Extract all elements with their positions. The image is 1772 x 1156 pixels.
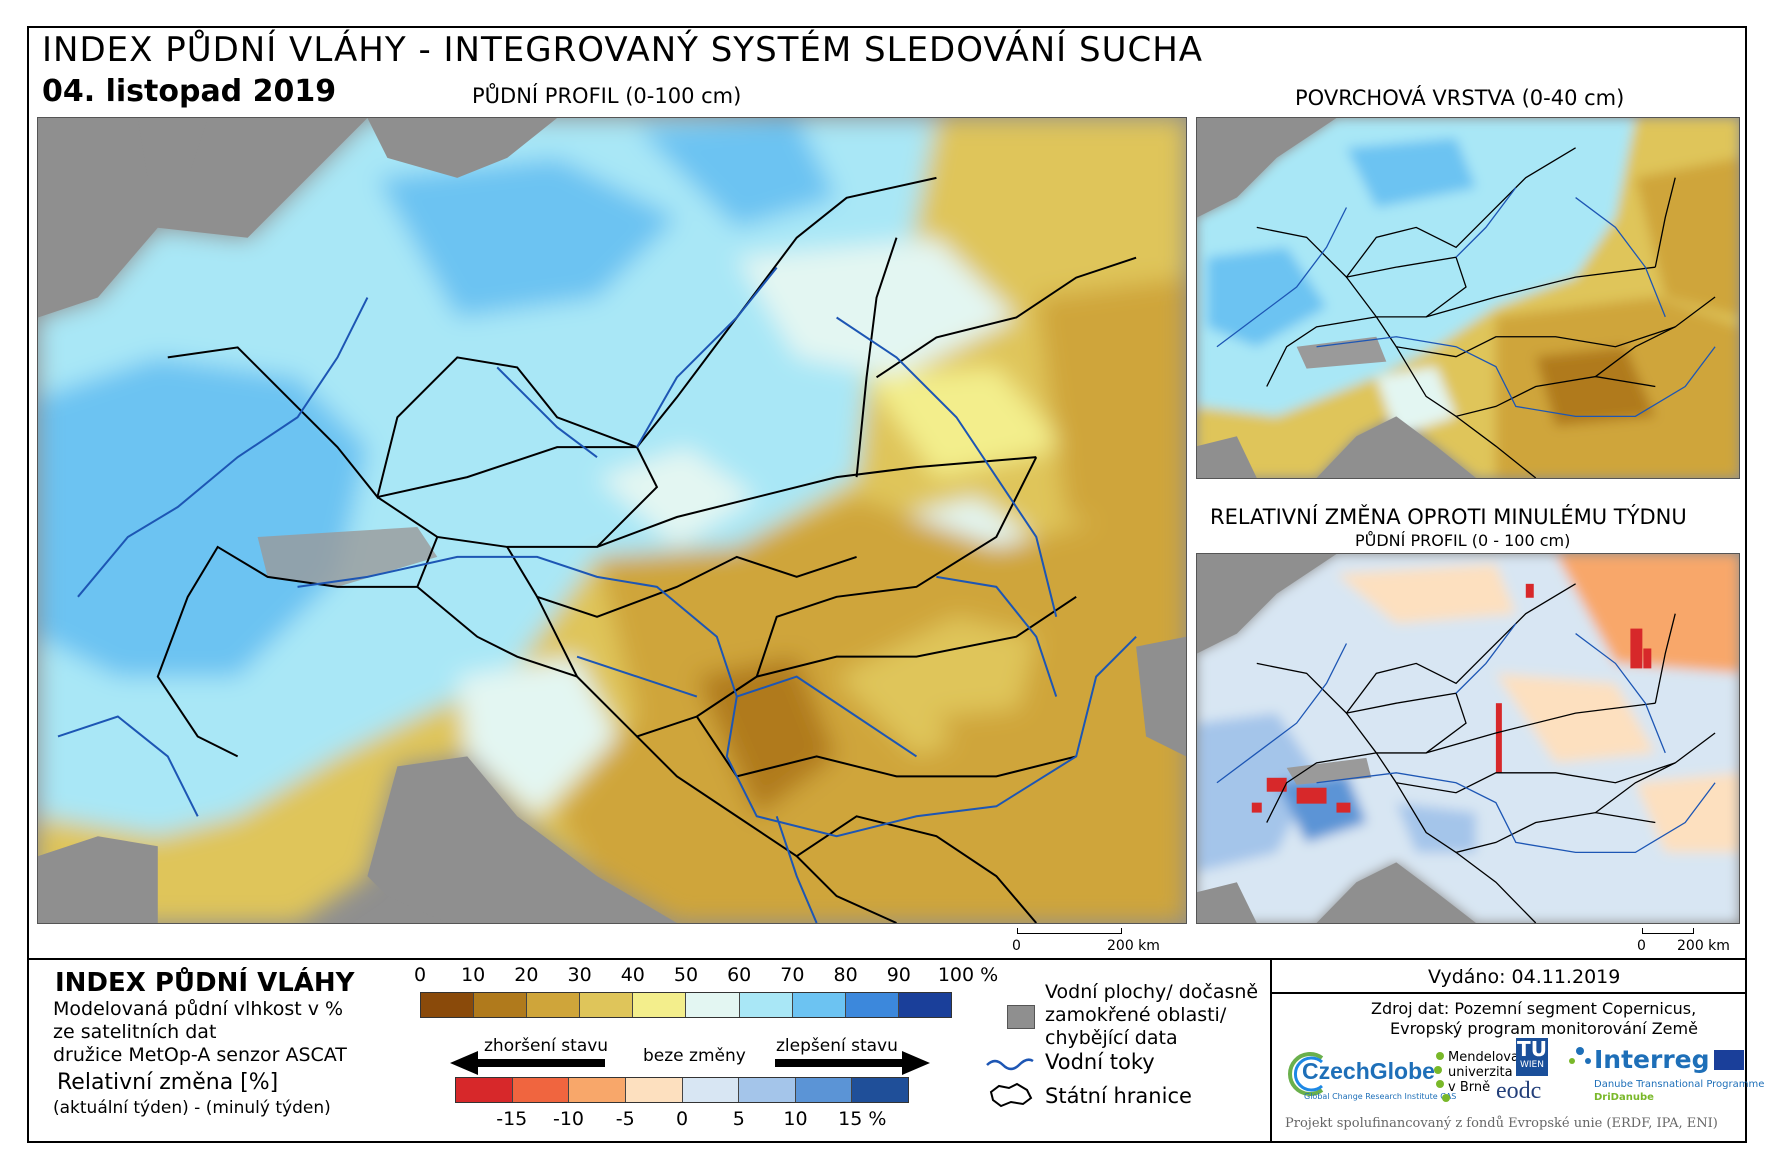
czechglobe-icon [1288,1052,1324,1096]
tu-wien-logo: TU WIEN [1516,1038,1548,1076]
surface-map-caption: POVRCHOVÁ VRSTVA (0-40 cm) [1295,86,1625,110]
index-tick-label: 30 [567,964,592,986]
worse-label: zhoršení stavu [484,1036,609,1056]
change-formula: (aktuální týden) - (minulý týden) [53,1098,331,1118]
index-tick-label: 80 [833,964,858,986]
index-ramp-swatch [845,993,899,1017]
index-color-ramp [420,992,952,1018]
legend-divider [27,958,1747,960]
change-ramp-swatch [739,1078,796,1102]
main-soil-moisture-map [37,117,1187,924]
index-tick-label: 60 [727,964,752,986]
change-tick-label: 0 [675,1108,689,1130]
tu-text: TU [1517,1037,1547,1061]
index-tick-label: 20 [514,964,539,986]
side-scalebar-line [1642,928,1694,934]
index-ramp-swatch [633,993,687,1017]
index-ramp-swatch [580,993,634,1017]
mendel-line-1: Mendelova [1448,1050,1519,1065]
czechglobe-text: CzechGlobe [1302,1058,1435,1084]
legend-description-3: družice MetOp-A senzor ASCAT [53,1044,347,1066]
index-ramp-swatch [792,993,846,1017]
index-tick-label: 10 [461,964,486,986]
change-tick-label: -10 [552,1108,585,1130]
better-label: zlepšení stavu [776,1036,898,1056]
side-scalebar-zero: 0 [1637,938,1646,954]
legend-description-2: ze satelitních dat [53,1021,217,1043]
change-tick-label: -15 [496,1108,528,1130]
change-color-ramp [455,1077,909,1103]
water-area-swatch [1007,1005,1035,1029]
info-divider [1270,958,1272,1143]
source-line-2: Evropský program monitorování Země [1390,1019,1698,1038]
interreg-subtext-2: DriDanube [1594,1092,1654,1103]
mendel-line-2: univerzita [1448,1065,1513,1080]
change-heading: Relativní změna [%] [57,1070,279,1095]
change-ramp-swatch [625,1078,683,1102]
index-tick-label: 0 [413,964,427,986]
index-tick-label: 100 % [937,964,999,986]
date-label: 04. listopad 2019 [42,74,337,109]
change-map-caption: RELATIVNÍ ZMĚNA OPROTI MINULÉMU TÝDNU [1210,505,1687,529]
index-ramp-swatch [739,993,793,1017]
water-label-1: Vodní plochy/ dočasně [1045,981,1259,1003]
interreg-subtext-1: Danube Transnational Programme [1594,1079,1765,1090]
change-tick-label: 5 [732,1108,745,1130]
index-ramp-swatch [421,993,475,1017]
change-ramp-swatch [852,1078,908,1102]
river-swatch [986,1058,1034,1071]
main-scalebar-zero: 0 [1012,938,1021,954]
change-ramp-swatch [512,1078,570,1102]
index-tick-label: 40 [620,964,645,986]
legend-description-1: Modelovaná půdní vlhkost v % [53,998,344,1020]
page-title: INDEX PŮDNÍ VLÁHY - INTEGROVANÝ SYSTÉM S… [42,30,1204,70]
surface-layer-map [1196,117,1740,479]
borders-label: Státní hranice [1045,1084,1192,1108]
interreg-icon [1569,1047,1591,1064]
border-swatch [989,1082,1033,1108]
change-tick-label: 15 % [838,1108,887,1130]
issued-date: Vydáno: 04.11.2019 [1428,966,1621,988]
weekly-change-map [1196,553,1740,924]
water-label-2: zamokřené oblasti/ [1045,1004,1227,1026]
rivers-label: Vodní toky [1045,1050,1155,1074]
czechglobe-subtext: Global Change Research Institute CAS [1304,1092,1457,1101]
index-ramp-swatch [527,993,581,1017]
index-tick-label: 90 [886,964,911,986]
funding-footer: Projekt spolufinancovaný z fondů Evropsk… [1285,1116,1718,1131]
main-scalebar-distance: 200 km [1107,938,1160,954]
water-label-3: chybějící data [1045,1027,1178,1049]
change-tick-label: 10 [783,1108,808,1130]
mendel-line-3: v Brně [1448,1080,1491,1095]
index-ramp-swatch [686,993,740,1017]
index-ramp-swatch [474,993,528,1017]
index-ramp-swatch [898,993,951,1017]
change-map-subcaption: PŮDNÍ PROFIL (0 - 100 cm) [1355,531,1571,550]
source-line-1: Zdroj dat: Pozemní segment Copernicus, [1371,999,1697,1018]
eu-flag-icon [1714,1050,1744,1070]
change-ramp-swatch [456,1078,513,1102]
index-tick-label: 50 [673,964,699,986]
side-scalebar-distance: 200 km [1677,938,1730,954]
change-ramp-swatch [682,1078,740,1102]
index-tick-label: 70 [780,964,805,986]
legend-heading: INDEX PŮDNÍ VLÁHY [55,968,355,998]
change-ramp-swatch [569,1078,626,1102]
main-scalebar-line [1017,928,1122,934]
interreg-text: Interreg [1594,1045,1710,1074]
change-tick-label: -5 [615,1108,635,1130]
tu-subtext: WIEN [1520,1060,1544,1070]
main-map-caption: PŮDNÍ PROFIL (0-100 cm) [472,84,742,108]
change-ramp-swatch [795,1078,853,1102]
issued-divider [1272,992,1747,994]
mendel-dots-icon [1432,1048,1474,1108]
eodc-logo: eodc [1496,1078,1542,1104]
nochange-label: beze změny [643,1046,746,1066]
direction-arrows [450,1051,930,1075]
